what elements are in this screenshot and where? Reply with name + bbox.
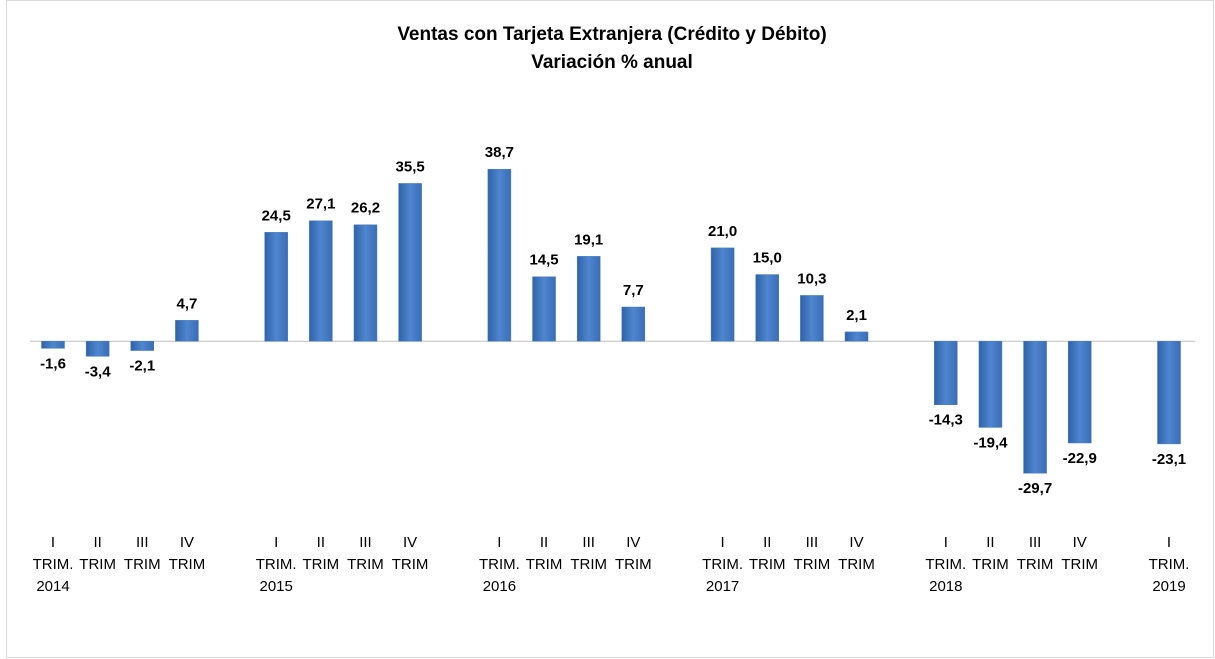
bar <box>85 340 110 357</box>
bar <box>576 256 601 342</box>
x-tick-label: II TRIM <box>79 534 116 573</box>
x-tick-label: III TRIM <box>123 534 161 573</box>
data-label: -22,9 <box>1063 450 1097 467</box>
x-tick-label: III TRIM <box>793 534 831 573</box>
data-label: 26,2 <box>351 200 380 217</box>
bar <box>934 340 958 406</box>
x-tick-label: IV TRIM <box>391 534 429 573</box>
data-label: 19,1 <box>574 231 603 248</box>
data-label: -2,1 <box>129 358 155 375</box>
x-tick-label: IV TRIM <box>838 534 875 573</box>
data-label: 21,0 <box>708 223 737 240</box>
bar <box>1157 340 1181 445</box>
x-tick-label: II TRIM <box>748 534 786 573</box>
x-tick-label: I TRIM. 2019 <box>1148 534 1190 595</box>
bar <box>264 232 288 342</box>
data-label: 7,7 <box>623 282 644 299</box>
data-label: 27,1 <box>306 196 335 213</box>
bar <box>309 220 333 342</box>
bar <box>487 168 512 342</box>
x-tick-label: IV TRIM <box>168 534 206 573</box>
bar <box>1067 340 1092 444</box>
data-label: 14,5 <box>529 252 558 269</box>
bar <box>755 274 779 342</box>
bar <box>1023 340 1047 474</box>
bar <box>398 183 422 342</box>
bar <box>710 247 735 342</box>
chart-subtitle: Variación % anual <box>531 52 693 73</box>
x-tick-label: I TRIM. 2018 <box>925 534 967 595</box>
x-tick-label: II TRIM <box>972 534 1009 573</box>
data-label: 35,5 <box>396 158 425 175</box>
bar <box>175 320 199 342</box>
data-label: -19,4 <box>973 434 1008 451</box>
data-label: -1,6 <box>40 355 66 372</box>
data-label: -14,3 <box>929 412 963 429</box>
chart-border <box>6 0 1214 658</box>
x-tick-label: II TRIM <box>302 534 340 573</box>
x-tick-label: III TRIM <box>570 534 607 573</box>
bar <box>621 306 646 342</box>
data-label: -3,4 <box>85 363 112 380</box>
chart-title: Ventas con Tarjeta Extranjera (Crédito y… <box>397 24 826 45</box>
bar <box>844 331 869 342</box>
x-tick-label: III TRIM <box>347 534 384 573</box>
data-label: -29,7 <box>1018 480 1052 497</box>
bar <box>130 340 155 351</box>
data-label: 15,0 <box>753 250 782 267</box>
x-tick-label: IV TRIM <box>1061 534 1099 573</box>
x-tick-label: I TRIM. 2015 <box>255 534 297 595</box>
data-label: 10,3 <box>797 270 826 287</box>
data-label: 2,1 <box>846 307 867 324</box>
bar <box>353 224 378 342</box>
bar <box>978 340 1003 428</box>
data-label: 38,7 <box>485 144 514 161</box>
x-tick-label: I TRIM. 2017 <box>702 534 743 595</box>
data-label: -23,1 <box>1152 451 1186 468</box>
x-tick-label: II TRIM <box>525 534 563 573</box>
x-tick-label: IV TRIM <box>614 534 652 573</box>
x-tick-label: III TRIM <box>1016 534 1054 573</box>
bar <box>41 340 65 349</box>
data-label: 4,7 <box>176 295 197 312</box>
bar <box>532 276 556 342</box>
x-tick-label: I TRIM. 2016 <box>478 534 520 595</box>
x-tick-label: I TRIM. 2014 <box>32 534 74 595</box>
bar <box>800 295 824 342</box>
data-label: 24,5 <box>262 207 291 224</box>
